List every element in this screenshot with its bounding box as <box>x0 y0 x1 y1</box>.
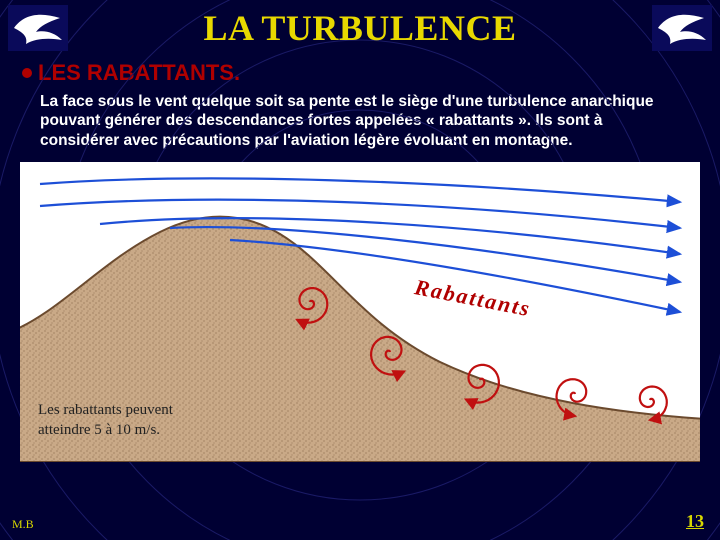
logo-left <box>8 5 68 51</box>
caption-line-2: atteindre 5 à 10 m/s. <box>38 422 160 438</box>
body-paragraph: La face sous le vent quelque soit sa pen… <box>0 88 720 156</box>
footer-author: M.B <box>12 517 34 532</box>
figure: Rabattants Les rabattants peuvent attein… <box>20 162 700 462</box>
slide-title: LA TURBULENCE <box>204 7 517 49</box>
subtitle-row: LES RABATTANTS. <box>0 56 720 88</box>
figure-caption: Les rabattants peuvent atteindre 5 à 10 … <box>38 401 173 440</box>
header: LA TURBULENCE <box>0 0 720 56</box>
page-number: 13 <box>686 511 704 532</box>
logo-right <box>652 5 712 51</box>
subtitle-text: LES RABATTANTS. <box>38 60 240 86</box>
caption-line-1: Les rabattants peuvent <box>38 402 173 418</box>
bullet-icon <box>22 68 32 78</box>
